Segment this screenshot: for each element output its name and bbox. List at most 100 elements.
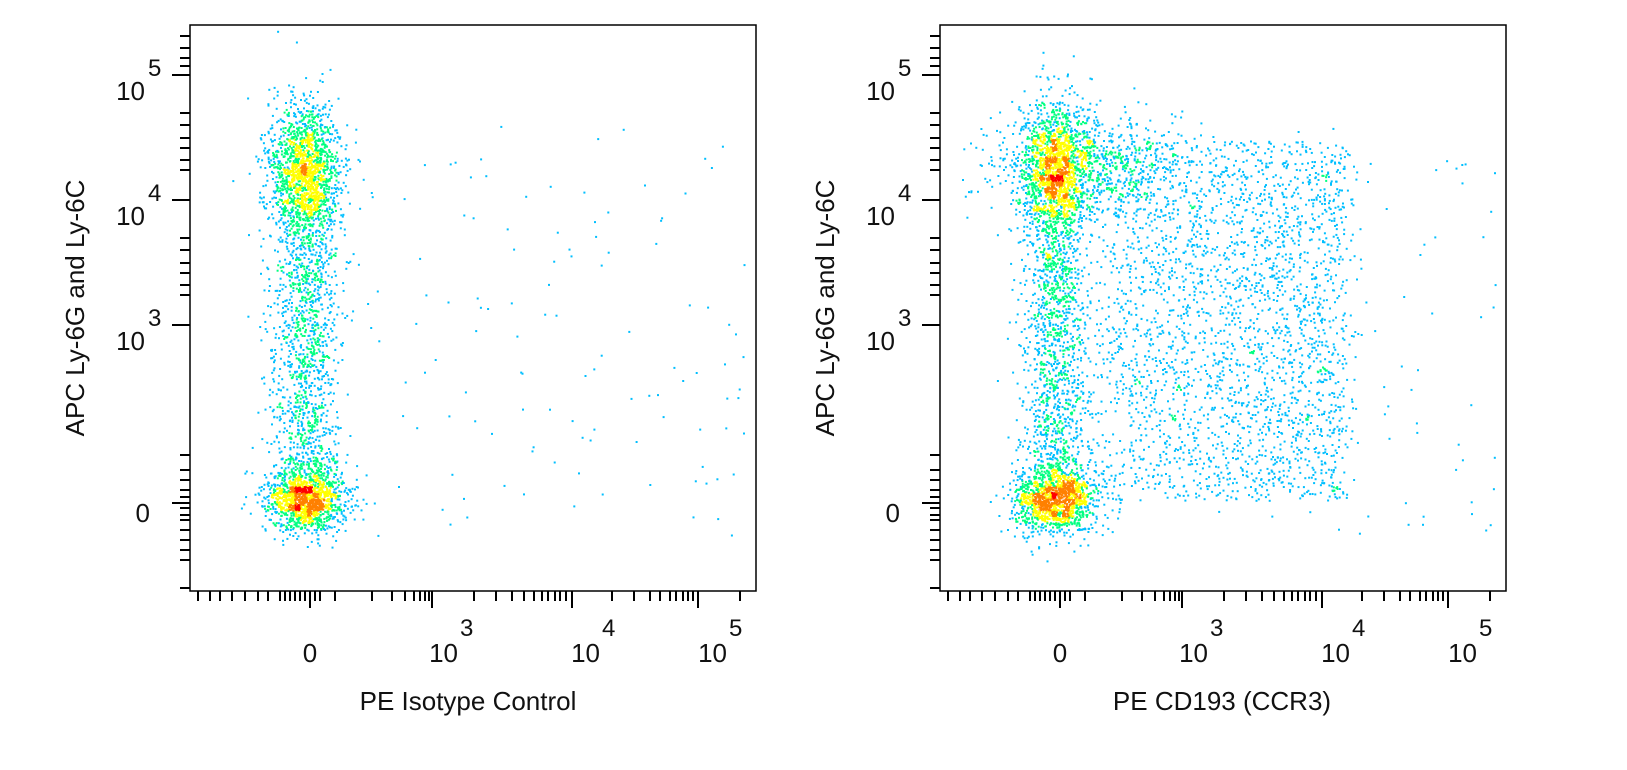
data-point — [327, 154, 329, 157]
data-point — [398, 486, 400, 488]
data-point — [318, 205, 320, 208]
data-point — [334, 168, 337, 171]
data-point — [265, 510, 268, 513]
data-point — [1027, 145, 1030, 148]
data-point — [340, 214, 343, 217]
data-point — [316, 538, 319, 541]
data-point — [330, 257, 333, 260]
data-point — [295, 309, 297, 312]
data-point — [447, 301, 450, 304]
data-point — [271, 178, 274, 180]
data-point — [319, 114, 322, 117]
data-point — [291, 225, 294, 228]
data-point — [1071, 138, 1074, 141]
data-point — [330, 211, 333, 214]
data-point — [277, 264, 280, 267]
data-point — [322, 354, 325, 356]
data-point — [270, 486, 273, 489]
data-point — [277, 143, 280, 146]
data-point — [312, 456, 315, 459]
data-point — [277, 382, 280, 385]
data-point — [316, 423, 319, 426]
data-point — [333, 526, 336, 528]
data-point — [306, 494, 309, 497]
data-point — [308, 442, 311, 445]
data-point — [290, 220, 293, 223]
data-point — [283, 489, 286, 491]
data-point — [1079, 184, 1082, 186]
data-point — [295, 473, 297, 476]
data-point — [531, 450, 534, 453]
data-point — [303, 335, 306, 337]
data-point — [292, 151, 295, 154]
data-point — [299, 300, 302, 303]
data-point — [278, 326, 281, 328]
data-point — [264, 507, 267, 510]
data-point — [264, 147, 267, 150]
data-point — [311, 506, 314, 509]
data-point — [303, 514, 306, 517]
data-point — [306, 267, 308, 270]
data-point — [297, 310, 300, 313]
data-point — [332, 459, 335, 462]
data-point — [273, 359, 276, 362]
data-point — [304, 484, 307, 487]
data-point — [1038, 133, 1041, 136]
data-point — [292, 471, 295, 474]
data-point — [1068, 231, 1071, 234]
data-point — [330, 495, 333, 498]
data-point — [304, 276, 307, 279]
data-point — [267, 130, 270, 133]
data-point — [730, 534, 733, 537]
data-point — [291, 496, 294, 499]
data-point — [287, 113, 290, 116]
data-point — [321, 490, 324, 493]
data-point — [262, 196, 265, 199]
data-point — [338, 164, 341, 167]
data-point — [267, 132, 270, 135]
data-point — [333, 292, 336, 295]
data-point — [326, 488, 328, 491]
data-point — [308, 196, 311, 199]
data-point — [287, 115, 290, 117]
data-point — [274, 524, 277, 527]
data-point — [296, 188, 299, 190]
data-point — [294, 134, 297, 137]
data-point — [322, 508, 325, 511]
data-point — [288, 122, 291, 125]
data-point — [302, 463, 305, 466]
data-point — [1025, 158, 1028, 161]
data-point — [336, 131, 339, 134]
data-point — [311, 153, 314, 155]
data-point — [309, 497, 312, 499]
data-point — [281, 173, 284, 176]
data-point — [309, 304, 312, 307]
data-point — [300, 140, 303, 143]
data-point — [297, 188, 300, 191]
data-point — [286, 241, 289, 244]
data-point — [276, 181, 279, 183]
data-point — [329, 311, 332, 313]
data-point — [285, 237, 288, 240]
data-point — [301, 423, 303, 426]
data-point — [311, 523, 314, 525]
data-point — [1046, 193, 1048, 196]
data-point — [285, 473, 288, 476]
data-point — [324, 271, 327, 274]
data-point — [337, 173, 340, 176]
data-point — [315, 531, 318, 534]
data-point — [336, 194, 339, 197]
data-point — [298, 202, 301, 205]
data-point — [314, 420, 317, 422]
data-point — [321, 175, 324, 178]
data-point — [267, 509, 270, 512]
data-point — [329, 151, 332, 154]
data-point — [1034, 212, 1037, 215]
data-point — [317, 191, 320, 194]
data-point — [316, 133, 319, 136]
data-point — [294, 103, 297, 106]
data-point — [312, 130, 315, 133]
data-point — [251, 472, 254, 475]
data-point — [296, 216, 298, 219]
data-point — [290, 329, 292, 332]
